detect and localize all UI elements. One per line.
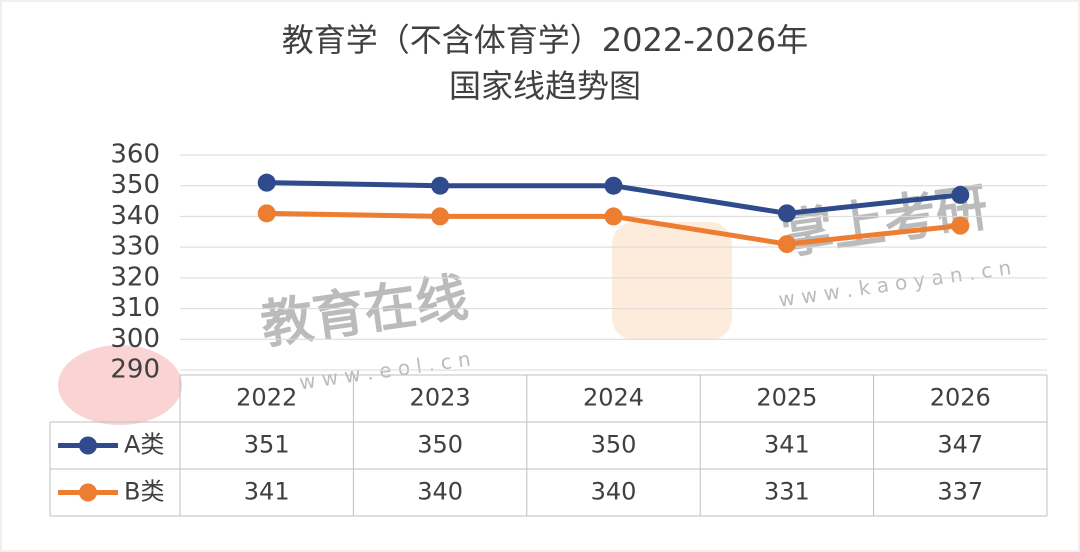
legend-marker: [79, 483, 97, 502]
y-tick-label: 350: [110, 170, 160, 200]
legend-label: A类: [124, 431, 164, 459]
data-point: [951, 216, 970, 235]
data-point: [604, 207, 623, 226]
y-tick-label: 300: [110, 324, 160, 354]
y-tick-label: 320: [110, 262, 160, 292]
data-point: [257, 173, 276, 192]
table-value: 341: [244, 478, 290, 506]
chart-title: 教育学（不含体育学）2022-2026年: [282, 21, 808, 59]
table-value: 350: [417, 431, 463, 459]
data-point: [431, 176, 450, 195]
watermark-logo: [612, 222, 732, 340]
table-value: 351: [244, 431, 290, 459]
table-value: 340: [417, 478, 463, 506]
data-point: [431, 207, 450, 226]
x-tick-label: 2023: [410, 384, 471, 412]
table-value: 347: [937, 431, 983, 459]
y-tick-label: 340: [110, 201, 160, 231]
y-tick-label: 290: [110, 355, 160, 385]
y-tick-label: 330: [110, 232, 160, 262]
data-point: [777, 235, 796, 254]
y-tick-label: 310: [110, 293, 160, 323]
y-tick-label: 360: [110, 140, 160, 170]
data-point: [777, 204, 796, 223]
table-value: 350: [591, 431, 637, 459]
legend-label: B类: [124, 478, 164, 506]
watermark-logo: [58, 345, 182, 425]
legend-marker: [79, 436, 97, 455]
table-value: 331: [764, 478, 810, 506]
x-tick-label: 2022: [236, 384, 297, 412]
x-tick-label: 2026: [930, 384, 991, 412]
data-point: [604, 176, 623, 195]
x-tick-label: 2024: [583, 384, 644, 412]
watermark-group: [58, 222, 732, 425]
chart-title: 国家线趋势图: [449, 67, 641, 105]
table-value: 337: [937, 478, 983, 506]
table-value: 341: [764, 431, 810, 459]
data-point: [951, 185, 970, 204]
data-point: [257, 204, 276, 223]
table-value: 340: [591, 478, 637, 506]
x-tick-label: 2025: [756, 384, 817, 412]
